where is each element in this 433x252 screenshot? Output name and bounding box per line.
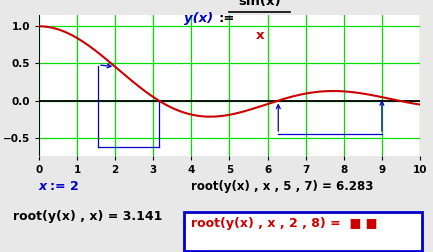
- Text: root(y(x) , x , 5 , 7) = 6.283: root(y(x) , x , 5 , 7) = 6.283: [191, 180, 373, 193]
- Text: x: x: [39, 180, 47, 193]
- Text: y(x): y(x): [184, 12, 213, 25]
- Text: root(y(x) , x , 2 , 8) =  ■ ■: root(y(x) , x , 2 , 8) = ■ ■: [191, 217, 377, 230]
- Text: root(y(x) , x) = 3.141: root(y(x) , x) = 3.141: [13, 210, 162, 224]
- Text: x: x: [256, 29, 264, 42]
- Text: :=: :=: [218, 12, 234, 25]
- Text: sin(x): sin(x): [239, 0, 281, 8]
- Text: The function values on the two bracket end
points must be of opposite signs.: The function values on the two bracket e…: [191, 223, 388, 242]
- Text: := 2: := 2: [50, 180, 78, 193]
